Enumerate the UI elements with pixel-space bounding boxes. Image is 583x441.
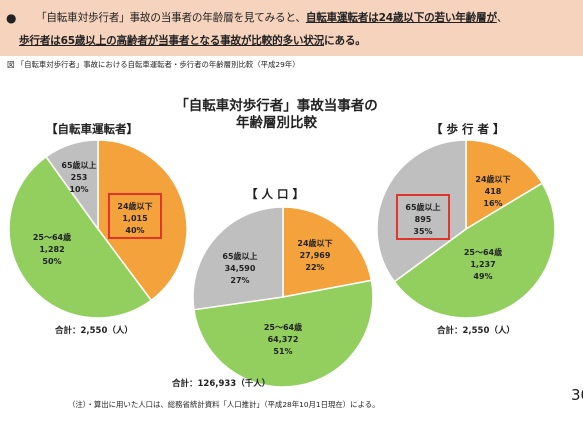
pie-label-population-1-category: 25～64歳 [264,322,302,332]
footnote: （注）・算出に用いた人口は、総務省統計資料「人口推計」（平成28年10月1日現在… [68,400,380,409]
summary-emphasis: 歩行者は65歳以上の高齢者が当事者となる事故が比較的多い状況 [19,35,325,47]
pie-label-population-2-value: 34,590 [225,264,256,273]
pie-label-cyclist-1-category: 25～64歳 [33,232,71,242]
page-number: 30 [571,386,583,404]
pie-label-population-0-value: 27,969 [300,251,331,260]
pie-slice-population-1 [193,279,374,388]
pie-label-population-0-category: 24歳以下 [297,238,332,248]
pie-label-pedestrian-1-category: 25～64歳 [464,247,502,257]
highlight-box-cyclist [108,193,162,239]
summary-banner: ● 「自転車対歩行者」事故の当事者の年齢層を見てみると、自転車運転者は24歳以下… [0,0,583,56]
summary-text: 、 [496,12,508,24]
pie-title-pedestrian: 【 歩 行 者 】 [431,122,505,136]
total-cyclist: 合計：2,550（人） [55,326,133,336]
pie-title-population: 【 人 口 】 [246,187,305,201]
pie-title-cyclist: 【自転車運転者】 [46,122,138,136]
pie-slice-cyclist-0 [97,139,188,302]
pie-label-cyclist-0-percent: 40% [125,226,144,235]
pie-label-pedestrian-0-value: 418 [485,187,502,196]
chart-title-line-1: 「自転車対歩行者」事故当事者の [175,98,378,114]
pie-label-population-2-percent: 27% [230,276,249,285]
bullet-icon: ● [6,11,17,25]
pie-slice-cyclist-1 [8,155,153,319]
pie-label-pedestrian-2-category: 65歳以上 [405,202,440,212]
total-population: 合計：126,933（千人） [172,379,271,389]
pie-slice-population-2 [192,206,284,311]
pie-slice-pedestrian-0 [465,139,544,231]
total-pedestrian: 合計：2,550（人） [437,326,515,336]
pie-label-pedestrian-1-percent: 49% [473,272,492,281]
pie-label-cyclist-1-value: 1,282 [39,245,64,254]
pie-label-population-1-value: 64,372 [268,335,299,344]
summary-emphasis: 自転車運転者は24歳以下の若い年齢層が [305,12,497,24]
summary-line-2: 歩行者は65歳以上の高齢者が当事者となる事故が比較的多い状況にある。 [19,33,366,48]
pie-slice-pedestrian-1 [393,182,556,319]
pie-label-cyclist-0-category: 24歳以下 [117,201,152,211]
pie-slice-cyclist-2 [44,139,99,232]
summary-text: にある。 [324,35,366,47]
pie-label-pedestrian-0-category: 24歳以下 [475,174,510,184]
pie-label-cyclist-2-percent: 10% [69,185,88,194]
pie-label-population-2-category: 65歳以上 [222,251,257,261]
figure-caption: 図 「自転車対歩行者」事故における自転車運転者・歩行者の年齢層別比較（平成29年… [7,60,300,69]
pie-label-cyclist-2-category: 65歳以上 [61,160,96,170]
pie-label-population-1-percent: 51% [273,347,292,356]
pie-label-pedestrian-1-value: 1,237 [470,260,495,269]
pie-slice-population-0 [282,206,373,298]
chart-title-line-2: 年齢層別比較 [236,115,317,131]
pie-label-population-0-percent: 22% [305,263,324,272]
summary-line-1: 「自転車対歩行者」事故の当事者の年齢層を見てみると、自転車運転者は24歳以下の若… [36,10,507,25]
pie-label-pedestrian-2-value: 895 [415,215,432,224]
pie-label-pedestrian-0-percent: 16% [483,199,502,208]
highlight-box-pedestrian [396,194,450,240]
chart-title: 「自転車対歩行者」事故当事者の 年齢層別比較 [154,98,399,132]
pie-slice-pedestrian-2 [376,139,467,283]
pie-label-cyclist-1-percent: 50% [42,257,61,266]
pie-label-cyclist-0-value: 1,015 [122,214,148,223]
pie-label-pedestrian-2-percent: 35% [413,227,432,236]
summary-text: 「自転車対歩行者」事故の当事者の年齢層を見てみると、 [36,12,306,24]
pie-label-cyclist-2-value: 253 [71,173,88,182]
